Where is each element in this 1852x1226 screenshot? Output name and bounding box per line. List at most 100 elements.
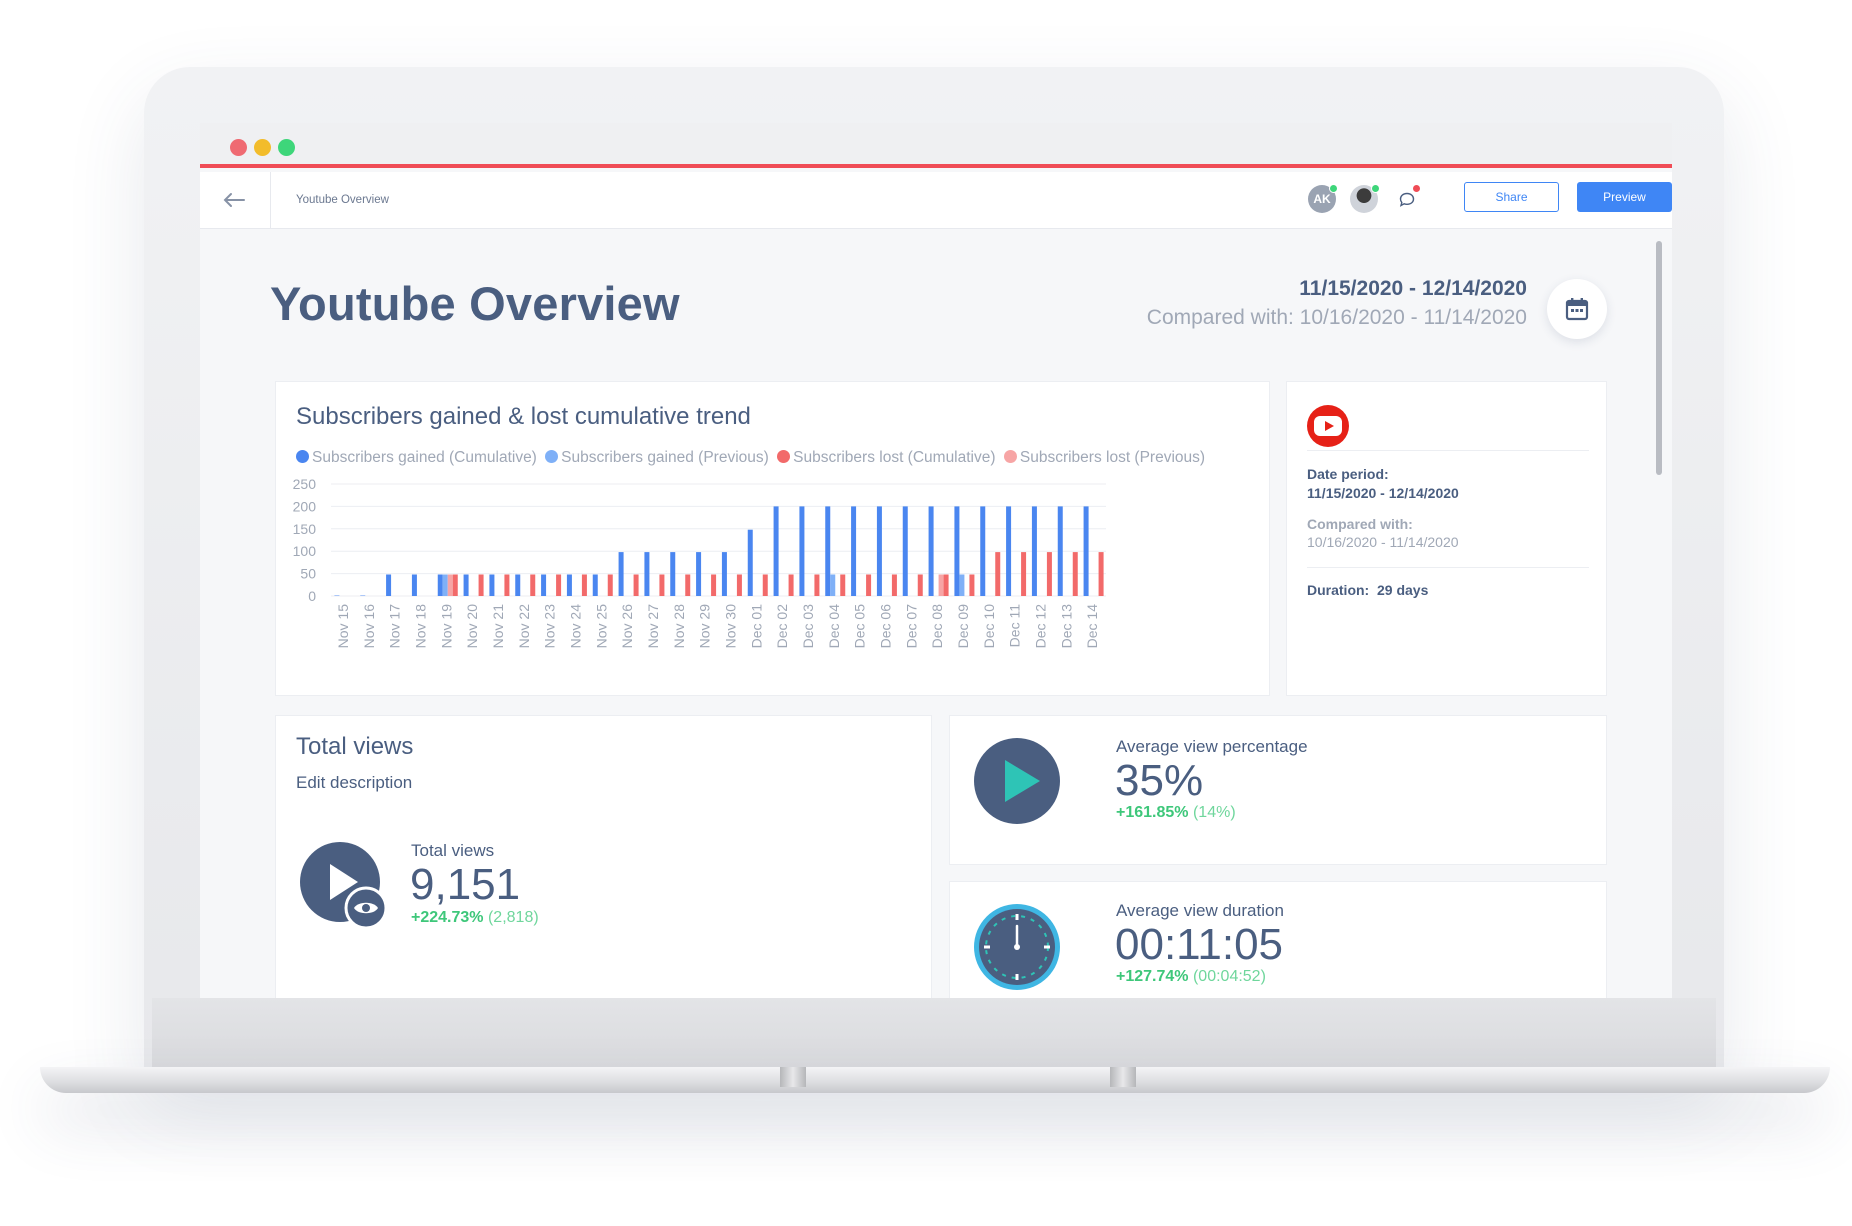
change-percent: +127.74% <box>1116 968 1189 985</box>
window-close-dot[interactable] <box>230 139 247 156</box>
y-tick-label: 50 <box>300 566 316 582</box>
divider <box>1307 450 1589 451</box>
bar-subscribers-lost-cumulative <box>969 574 975 596</box>
x-tick-label: Dec 03 <box>800 604 816 649</box>
bar-subscribers-lost-cumulative <box>762 574 768 596</box>
avatar-initials: AK <box>1313 192 1331 206</box>
hinge-left <box>780 1067 806 1087</box>
avg-view-duration-card: Average view duration 00:11:05 +127.74% … <box>949 881 1607 998</box>
app-header: Youtube Overview AK Share Preview <box>200 172 1672 229</box>
x-tick-label: Dec 09 <box>955 604 971 649</box>
x-tick-label: Nov 28 <box>671 604 687 649</box>
x-tick-label: Nov 21 <box>490 604 506 649</box>
edit-description-link[interactable]: Edit description <box>296 773 413 792</box>
window-titlebar <box>200 123 1672 168</box>
x-tick-label: Dec 07 <box>903 604 919 649</box>
bar-subscribers-lost-cumulative <box>943 574 949 596</box>
duration-value: 29 days <box>1377 582 1429 598</box>
x-tick-label: Nov 19 <box>438 604 454 649</box>
laptop-chin <box>152 998 1716 1068</box>
play-icon <box>974 738 1060 824</box>
bar-subscribers-gained-cumulative <box>747 529 753 596</box>
x-tick-label: Dec 10 <box>981 604 997 649</box>
bar-subscribers-gained-cumulative <box>954 506 960 596</box>
change-percent: +161.85% <box>1116 804 1189 821</box>
y-tick-label: 200 <box>293 498 317 514</box>
bar-subscribers-gained-cumulative <box>825 506 831 596</box>
bar-subscribers-lost-cumulative <box>659 574 665 596</box>
legend-item-lost-cumulative[interactable]: Subscribers lost (Cumulative) <box>777 449 996 467</box>
vertical-scrollbar[interactable] <box>1656 241 1662 475</box>
preview-button[interactable]: Preview <box>1577 182 1672 212</box>
bar-subscribers-gained-cumulative <box>928 506 934 596</box>
youtube-play-triangle <box>1325 421 1334 431</box>
bar-subscribers-lost-cumulative <box>866 574 872 596</box>
online-indicator <box>1329 184 1338 193</box>
bar-subscribers-gained-cumulative <box>566 574 572 596</box>
bar-subscribers-gained-cumulative <box>411 574 417 596</box>
legend-dot <box>545 450 559 463</box>
x-tick-label: Nov 25 <box>593 604 609 649</box>
bar-subscribers-gained-cumulative <box>644 552 650 596</box>
window-maximize-dot[interactable] <box>278 139 295 156</box>
legend-item-lost-previous[interactable]: Subscribers lost (Previous) <box>1003 449 1205 467</box>
bar-subscribers-lost-previous <box>938 574 944 596</box>
x-tick-label: Dec 06 <box>877 604 893 649</box>
x-tick-label: Nov 20 <box>464 604 480 649</box>
avg-view-duration-value: 00:11:05 <box>1115 920 1284 969</box>
avatar-ak[interactable]: AK <box>1308 184 1338 213</box>
bar-subscribers-gained-cumulative <box>618 552 624 596</box>
bar-subscribers-gained-cumulative <box>515 574 521 596</box>
notification-dot <box>1413 185 1420 192</box>
total-views-change: +224.73% (2,818) <box>411 909 539 927</box>
calendar-icon[interactable] <box>1547 279 1607 339</box>
x-tick-label: Nov 30 <box>722 604 738 649</box>
total-views-value: 9,151 <box>410 860 521 909</box>
bar-subscribers-lost-cumulative <box>504 574 510 596</box>
youtube-logo-icon <box>1307 405 1349 447</box>
avg-view-duration-label: Average view duration <box>1116 901 1284 920</box>
y-tick-label: 250 <box>293 476 317 492</box>
x-tick-label: Dec 13 <box>1058 604 1074 649</box>
play-eye-icon <box>300 842 388 930</box>
bar-subscribers-lost-cumulative <box>1098 552 1104 596</box>
bar-subscribers-lost-cumulative <box>814 574 820 596</box>
date-period-label: Date period: <box>1307 466 1389 482</box>
legend-dot <box>1003 450 1017 463</box>
chat-bubble-icon[interactable] <box>1393 185 1421 213</box>
back-arrow-icon[interactable] <box>220 186 248 214</box>
bar-subscribers-gained-cumulative <box>1006 506 1012 596</box>
bar-subscribers-lost-cumulative <box>995 552 1001 596</box>
bar-subscribers-gained-previous <box>959 574 965 596</box>
duration-label: Duration: <box>1307 582 1370 598</box>
avg-view-percentage-change: +161.85% (14%) <box>1116 804 1236 822</box>
x-tick-label: Nov 27 <box>645 604 661 649</box>
legend-item-gained-previous[interactable]: Subscribers gained (Previous) <box>545 449 769 467</box>
duration-row: Duration: 29 days <box>1307 582 1428 598</box>
x-tick-label: Dec 14 <box>1084 604 1100 649</box>
total-views-title: Total views <box>296 733 414 760</box>
compare-range: Compared with: 10/16/2020 - 11/14/2020 <box>1146 306 1527 329</box>
bar-subscribers-lost-cumulative <box>1046 552 1052 596</box>
y-tick-label: 100 <box>293 543 317 559</box>
chart-legend: Subscribers gained (Cumulative) Subscrib… <box>296 449 1209 467</box>
legend-item-gained-cumulative[interactable]: Subscribers gained (Cumulative) <box>296 449 537 467</box>
x-tick-label: Nov 16 <box>361 604 377 649</box>
bar-subscribers-gained-cumulative <box>463 574 469 596</box>
bar-subscribers-lost-cumulative <box>607 574 613 596</box>
bar-subscribers-lost-cumulative <box>452 574 458 596</box>
divider <box>1307 567 1589 568</box>
legend-dot <box>777 450 791 463</box>
bar-subscribers-lost-cumulative <box>891 574 897 596</box>
avatar-user-photo[interactable] <box>1350 184 1380 213</box>
x-tick-label: Nov 15 <box>335 604 351 649</box>
share-button[interactable]: Share <box>1464 182 1559 212</box>
bar-subscribers-lost-cumulative <box>1072 552 1078 596</box>
laptop-base <box>40 1067 1830 1093</box>
bar-subscribers-gained-cumulative <box>489 574 495 596</box>
breadcrumb: Youtube Overview <box>296 194 389 206</box>
x-tick-label: Dec 12 <box>1032 604 1048 649</box>
compared-with-label: Compared with: <box>1307 516 1413 532</box>
window-minimize-dot[interactable] <box>254 139 271 156</box>
bar-subscribers-lost-cumulative <box>685 574 691 596</box>
